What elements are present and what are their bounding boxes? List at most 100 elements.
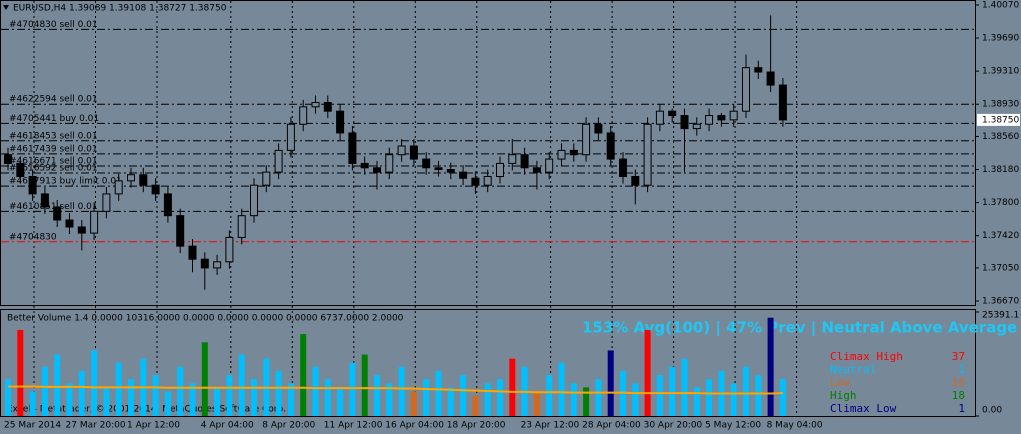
volume-bar <box>570 383 577 416</box>
candle-body <box>323 101 332 112</box>
x-tick-label: 25 Mar 2014 <box>4 421 61 431</box>
candle-body <box>299 106 308 125</box>
price-frame <box>0 0 976 306</box>
volume-bar <box>730 383 737 416</box>
candle-body <box>250 184 258 217</box>
candle-body <box>213 261 222 269</box>
volume-bar <box>743 366 749 416</box>
volume-bar <box>644 329 651 416</box>
candle-body <box>409 145 418 160</box>
candle-body <box>286 123 295 151</box>
volume-bar <box>66 383 73 416</box>
volume-bar <box>54 354 61 416</box>
volume-frame <box>0 309 976 417</box>
order-label: #4616592 sell 0.01 <box>9 164 98 174</box>
volume-bar <box>398 366 405 416</box>
volume-bar <box>164 391 171 416</box>
volume-bar <box>17 329 24 416</box>
legend-name: Climax Low <box>830 402 897 415</box>
legend-value: 1 <box>958 402 965 415</box>
candle-body <box>557 149 566 160</box>
volume-bar <box>755 375 762 416</box>
candle-body <box>237 215 246 238</box>
candle-body <box>16 162 25 177</box>
volume-bar <box>238 354 245 416</box>
order-label: #4704830 sell 0.01 <box>9 20 98 30</box>
volume-bar <box>632 383 639 416</box>
candle-body <box>619 158 627 177</box>
legend-value: 1 <box>958 363 965 376</box>
candle-body <box>459 171 468 179</box>
candle-body <box>483 175 492 186</box>
x-tick-label: 28 Apr 04:00 <box>582 421 641 431</box>
order-label: #4617439 sell 0.01 <box>9 144 98 154</box>
volume-bar <box>497 379 503 416</box>
volume-bar <box>300 334 307 416</box>
last-price-label: 1.38750 <box>982 115 1019 125</box>
volume-bar <box>337 387 344 416</box>
volume-bar <box>324 379 331 416</box>
x-tick-label: 4 Apr 04:00 <box>201 421 254 431</box>
candle-body <box>778 84 787 121</box>
menu-icon[interactable] <box>3 5 9 10</box>
x-tick-label: 18 Apr 20:00 <box>447 421 506 431</box>
y-tick-label: 1.37800 <box>982 198 1019 208</box>
volume-bar <box>423 379 430 416</box>
x-tick-label: 23 Apr 12:00 <box>521 421 580 431</box>
last-price-box <box>977 113 1020 126</box>
y-tick-label: 1.37050 <box>982 263 1019 273</box>
volume-bar <box>115 362 122 416</box>
volume-bar <box>251 379 257 416</box>
volume-bar <box>558 362 565 416</box>
volume-bar <box>275 370 282 416</box>
candle-body <box>668 110 677 117</box>
legend-value: 37 <box>952 350 965 363</box>
x-tick-label: 5 May 12:00 <box>705 421 761 431</box>
candle-body <box>569 149 578 156</box>
order-label: #4617913 buy limit 0.01 <box>9 177 122 187</box>
candle-body <box>53 206 62 221</box>
y-tick-label: 1.38180 <box>982 165 1019 175</box>
candle-body <box>397 145 406 156</box>
volume-bar <box>78 370 85 416</box>
candle-body <box>545 158 554 173</box>
candle-body <box>754 67 763 73</box>
candle-body <box>766 71 775 86</box>
legend-name: Low <box>830 376 850 389</box>
volume-title: Better Volume 1.4 0.0000 10316.0000 0.00… <box>7 314 404 324</box>
volume-bar <box>767 317 774 416</box>
volume-bar <box>152 375 159 416</box>
candle-body <box>151 184 160 195</box>
candle-body <box>65 219 74 228</box>
order-label: #4618453 sell 0.01 <box>9 131 98 141</box>
volume-bar <box>447 387 454 416</box>
volume-bar <box>103 387 110 416</box>
candle-body <box>385 154 394 173</box>
volume-bar <box>546 375 553 416</box>
legend-value: 18 <box>952 389 965 402</box>
volume-bar <box>706 379 713 416</box>
volume-bar <box>533 391 540 416</box>
y-tick-label: 0.00 <box>982 406 1002 416</box>
y-tick-label: 25391.1 <box>982 311 1019 321</box>
candle-body <box>422 158 431 169</box>
order-label: #4704830 <box>9 232 57 242</box>
volume-bar <box>287 383 294 416</box>
candle-body <box>520 154 529 169</box>
legend-name: Climax High <box>830 350 903 363</box>
volume-bar <box>189 383 196 416</box>
order-label: #4622594 sell 0.01 <box>9 95 98 105</box>
copyright: Excel - Metatrader, © 2001-2014, MetaQuo… <box>7 405 286 415</box>
candle-body <box>200 258 209 269</box>
order-label: #4616671 sell 0.01 <box>9 157 98 167</box>
candle-body <box>680 115 689 130</box>
y-tick-label: 1.36670 <box>982 296 1019 306</box>
candle-body <box>532 167 541 173</box>
candle-body <box>28 175 37 195</box>
candle-body <box>742 67 750 112</box>
candle-body <box>717 115 726 121</box>
legend-name: High <box>830 389 857 402</box>
volume-bar <box>214 387 221 416</box>
volume-bar <box>386 383 393 416</box>
